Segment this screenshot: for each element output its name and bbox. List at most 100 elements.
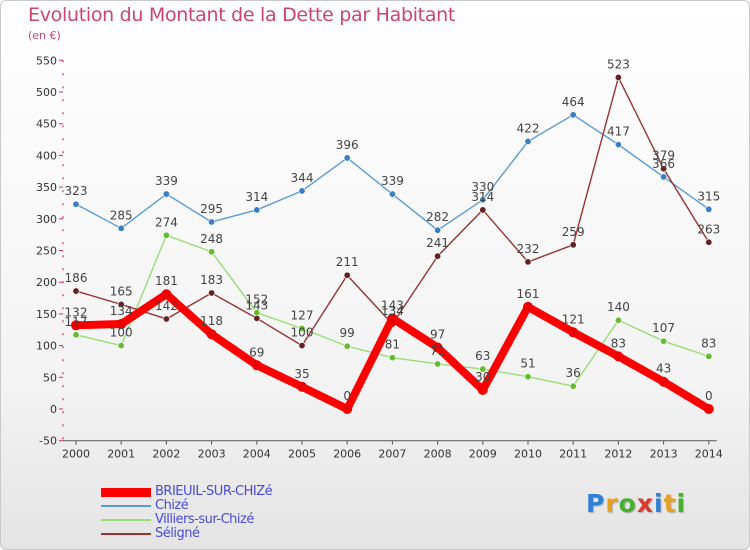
- logo-letter: r: [605, 489, 619, 518]
- data-label: 134: [110, 304, 133, 318]
- data-point: [479, 196, 487, 204]
- x-tick-label: 2000: [62, 448, 90, 461]
- data-label: 422: [517, 121, 540, 135]
- y-tick-label: 400: [36, 149, 57, 162]
- y-tick-label: -50: [39, 435, 57, 448]
- data-point: [479, 365, 487, 373]
- legend-swatch-villiers: [101, 519, 151, 521]
- data-label: 140: [607, 300, 630, 314]
- y-tick-label: 150: [36, 308, 57, 321]
- data-point: [387, 313, 398, 324]
- data-point: [569, 382, 577, 390]
- data-label: 263: [697, 222, 720, 236]
- x-tick-label: 2008: [424, 448, 452, 461]
- data-label: 143: [381, 298, 404, 312]
- data-label: 186: [65, 271, 88, 285]
- legend-item-seligne: Séligné: [101, 527, 272, 541]
- data-point: [569, 241, 577, 249]
- data-label: 232: [517, 242, 540, 256]
- data-point: [117, 342, 125, 350]
- data-labels: 323 285 339 295 314 344 396 339 282 330 422 464 417 3…: [65, 57, 721, 403]
- data-label: 100: [291, 326, 314, 340]
- y-tick-label: 50: [43, 371, 57, 384]
- legend: BRIEUIL-SUR-CHIZé Chizé Villiers-sur-Chi…: [101, 485, 273, 541]
- data-point: [432, 342, 443, 353]
- data-label: 282: [426, 210, 449, 224]
- data-label: 330: [471, 180, 494, 194]
- legend-item-villiers: Villiers-sur-Chizé: [101, 513, 272, 527]
- data-point: [161, 289, 172, 300]
- data-point: [568, 327, 579, 338]
- data-label: 285: [110, 208, 133, 222]
- data-point: [569, 111, 577, 119]
- data-label: 35: [294, 367, 309, 381]
- data-label: 63: [475, 349, 490, 363]
- data-label: 43: [656, 362, 671, 376]
- x-tick-label: 2003: [198, 448, 226, 461]
- data-point: [72, 331, 80, 339]
- logo-letter: t: [663, 489, 677, 518]
- data-label: 118: [200, 314, 223, 328]
- x-tick-label: 2011: [559, 448, 587, 461]
- data-point: [524, 137, 532, 145]
- data-label: 274: [155, 215, 178, 229]
- data-label: 295: [200, 202, 223, 216]
- data-point: [658, 376, 669, 387]
- data-label: 379: [652, 149, 675, 163]
- data-label: 71: [430, 344, 445, 358]
- data-point: [614, 73, 622, 81]
- data-label: 464: [562, 95, 585, 109]
- data-point: [477, 384, 488, 395]
- y-tick-label: 550: [36, 54, 57, 67]
- x-tick-label: 2001: [107, 448, 135, 461]
- x-tick-label: 2012: [604, 448, 632, 461]
- data-label: 134: [381, 304, 404, 318]
- data-point: [71, 320, 81, 331]
- data-label: 0: [705, 389, 713, 403]
- data-point: [162, 190, 170, 198]
- data-point: [343, 154, 351, 162]
- data-point: [388, 190, 396, 198]
- y-tick-label: 250: [36, 245, 57, 258]
- data-label: 183: [200, 273, 223, 287]
- data-point: [523, 301, 533, 312]
- legend-label-chize: Chizé: [155, 498, 189, 513]
- data-label: 161: [517, 287, 540, 301]
- data-label: 259: [562, 225, 585, 239]
- data-label: 81: [385, 338, 400, 352]
- data-label: 339: [381, 174, 404, 188]
- data-label: 100: [110, 326, 133, 340]
- data-point: [434, 252, 442, 260]
- series-lines: [71, 73, 714, 414]
- y-tick-label: 0: [50, 403, 57, 416]
- data-label: 0: [343, 389, 351, 403]
- legend-swatch-chize: [101, 505, 151, 507]
- data-label: 143: [245, 298, 268, 312]
- data-point: [703, 404, 714, 414]
- proxiti-logo: Proxiti: [586, 489, 686, 518]
- y-tick-label: 450: [36, 118, 57, 131]
- y-tick-label: 100: [36, 340, 57, 353]
- data-label: 211: [336, 255, 359, 269]
- data-point: [705, 352, 713, 360]
- data-point: [298, 342, 306, 350]
- data-label: 396: [336, 138, 359, 152]
- data-point: [660, 173, 668, 181]
- data-label: 314: [245, 190, 268, 204]
- data-point: [660, 165, 668, 173]
- data-label: 83: [701, 336, 716, 350]
- y-tick-label: 500: [36, 86, 57, 99]
- data-point: [614, 316, 622, 324]
- x-tick-label: 2013: [650, 448, 678, 461]
- y-tick-label: 350: [36, 181, 57, 194]
- data-label: 127: [291, 308, 314, 322]
- x-tick-label: 2010: [514, 448, 542, 461]
- logo-letter: i: [654, 489, 664, 518]
- data-label: 132: [65, 305, 88, 319]
- data-label: 142: [155, 299, 178, 313]
- data-label: 36: [566, 366, 581, 380]
- legend-label-seligne: Séligné: [155, 526, 200, 541]
- data-label: 339: [155, 174, 178, 188]
- logo-letter: P: [586, 489, 606, 518]
- data-label: 30: [475, 370, 490, 384]
